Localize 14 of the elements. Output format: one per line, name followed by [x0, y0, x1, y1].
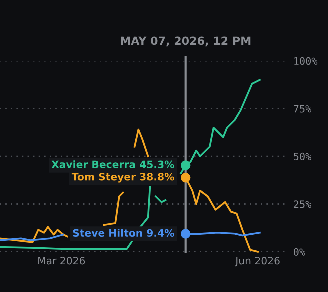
y-tick-label: 75% — [294, 105, 312, 113]
x-tick-label: Mar 2026 — [38, 257, 86, 265]
text: Xavier Becerra 45.3% — [52, 160, 174, 168]
x-tick-label: Jun 2026 — [235, 257, 280, 267]
y-tick-label: 100% — [294, 57, 318, 66]
point — [180, 173, 191, 183]
ref-line-label: MAY 07, 2026, 12 PM — [121, 36, 251, 47]
point — [180, 160, 191, 170]
y-tick-label: 25% — [294, 200, 312, 208]
text: Tom Steyer 38.8% — [72, 173, 174, 183]
y-tick-label: 0% — [294, 248, 306, 256]
y-tick-label: 50% — [294, 152, 312, 161]
point — [180, 229, 191, 239]
text: Steve Hilton 9.4% — [73, 229, 174, 237]
